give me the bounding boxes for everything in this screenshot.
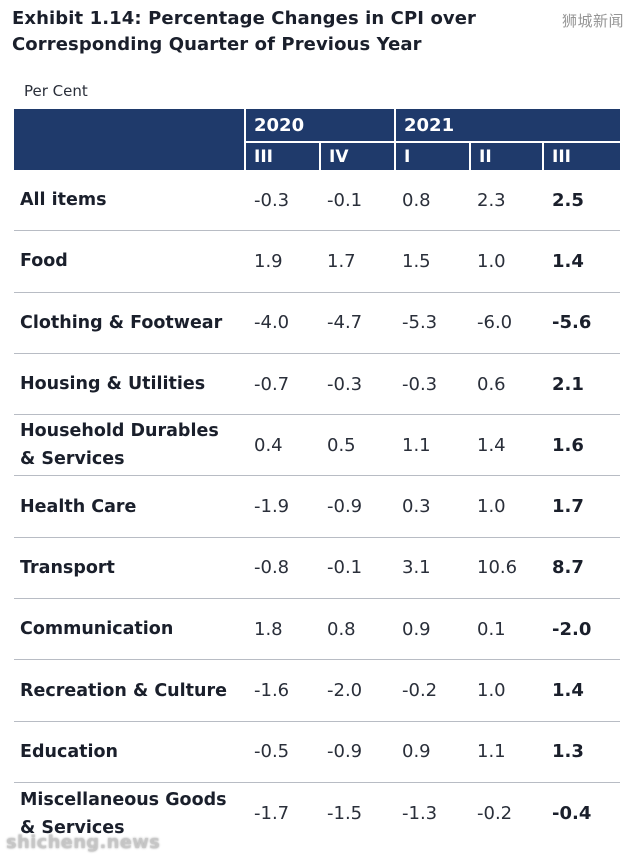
value-cell-latest: 1.4 [552, 680, 584, 702]
value-cell: 0.1 [477, 618, 506, 640]
value-cell-latest: 2.5 [552, 189, 584, 211]
value-cell: 3.1 [402, 557, 431, 579]
quarter-header: III [254, 146, 273, 167]
value-cell: -1.3 [402, 803, 438, 825]
table-row: Communication 1.8 0.8 0.9 0.1 -2.0 [14, 599, 620, 661]
quarter-header: III [552, 146, 571, 167]
value-cell-latest: -2.0 [552, 618, 592, 640]
value-cell: -0.2 [402, 680, 438, 702]
quarter-header: II [479, 146, 492, 167]
table-row: Housing & Utilities -0.7 -0.3 -0.3 0.6 2… [14, 354, 620, 416]
value-cell-latest: 2.1 [552, 373, 584, 395]
value-cell: 0.5 [327, 434, 356, 456]
quarter-header: IV [329, 146, 349, 167]
value-cell: 1.0 [477, 496, 506, 518]
year-header-2020: 2020 [254, 114, 305, 136]
row-label: Household Durables & Services [20, 421, 219, 470]
value-cell: 1.7 [327, 250, 356, 272]
header-divider [246, 141, 620, 143]
table-header: 2020 2021 III IV I II III [14, 109, 620, 170]
value-cell: 1.9 [254, 250, 283, 272]
value-cell: -0.8 [254, 557, 290, 579]
value-cell-latest: 1.4 [552, 250, 584, 272]
row-label: Clothing & Footwear [20, 312, 223, 333]
value-cell: 1.8 [254, 618, 283, 640]
value-cell: 1.0 [477, 680, 506, 702]
value-cell: 10.6 [477, 557, 518, 579]
watermark-top: 狮城新闻 [561, 12, 624, 30]
value-cell: 0.9 [402, 618, 431, 640]
value-cell: 0.4 [254, 434, 283, 456]
value-cell-latest: 8.7 [552, 557, 584, 579]
value-cell: 0.3 [402, 496, 431, 518]
value-cell: -5.3 [402, 312, 438, 334]
value-cell: 0.8 [327, 618, 356, 640]
row-label: All items [20, 190, 107, 211]
value-cell: -0.1 [327, 557, 363, 579]
header-divider [394, 109, 396, 170]
table-row: Clothing & Footwear -4.0 -4.7 -5.3 -6.0 … [14, 293, 620, 354]
exhibit-title: Exhibit 1.14: Percentage Changes in CPI … [12, 8, 477, 55]
year-header-2021: 2021 [404, 114, 455, 136]
table-row: All items -0.3 -0.1 0.8 2.3 2.5 [14, 170, 620, 232]
row-label: Communication [20, 619, 174, 640]
value-cell: 0.9 [402, 741, 431, 763]
value-cell: -1.7 [254, 803, 290, 825]
row-label: Food [20, 251, 68, 272]
row-label: Miscellaneous Goods & Services [20, 789, 227, 838]
value-cell: -1.9 [254, 496, 290, 518]
value-cell-latest: 1.7 [552, 496, 584, 518]
row-label: Recreation & Culture [20, 680, 227, 701]
value-cell: 1.1 [477, 741, 506, 763]
value-cell: 1.0 [477, 250, 506, 272]
value-cell: -0.9 [327, 496, 363, 518]
header-divider [319, 143, 321, 170]
value-cell: 1.5 [402, 250, 431, 272]
header-divider [542, 143, 544, 170]
table-row: Household Durables & Services 0.4 0.5 1.… [14, 415, 620, 477]
value-cell: 0.6 [477, 373, 506, 395]
row-label: Transport [20, 557, 115, 578]
value-cell: 1.1 [402, 434, 431, 456]
value-cell: -6.0 [477, 312, 513, 334]
value-cell-latest: 1.3 [552, 741, 584, 763]
table-row: Education -0.5 -0.9 0.9 1.1 1.3 [14, 722, 620, 783]
value-cell: -0.2 [477, 803, 513, 825]
header-divider [469, 143, 471, 170]
table-body: All items -0.3 -0.1 0.8 2.3 2.5 Food 1.9… [14, 170, 620, 844]
cpi-table: 2020 2021 III IV I II III All items -0.3… [14, 109, 620, 844]
value-cell-latest: -5.6 [552, 312, 592, 334]
watermark-bottom: shicheng.news [6, 832, 161, 853]
table-row: Health Care -1.9 -0.9 0.3 1.0 1.7 [14, 476, 620, 538]
value-cell-latest: -0.4 [552, 803, 592, 825]
value-cell: -0.3 [327, 373, 363, 395]
unit-label: Per Cent [24, 82, 88, 100]
value-cell: -1.6 [254, 680, 290, 702]
row-label: Education [20, 741, 118, 762]
table-row: Transport -0.8 -0.1 3.1 10.6 8.7 [14, 538, 620, 600]
value-cell: -1.5 [327, 803, 363, 825]
value-cell: -0.9 [327, 741, 363, 763]
value-cell: -0.3 [402, 373, 438, 395]
table-row: Food 1.9 1.7 1.5 1.0 1.4 [14, 231, 620, 293]
value-cell: 0.8 [402, 189, 431, 211]
value-cell: -0.7 [254, 373, 290, 395]
table-row: Recreation & Culture -1.6 -2.0 -0.2 1.0 … [14, 660, 620, 722]
value-cell: 2.3 [477, 189, 506, 211]
row-label: Housing & Utilities [20, 374, 206, 395]
value-cell: 1.4 [477, 434, 506, 456]
value-cell: -0.5 [254, 741, 290, 763]
value-cell: -0.3 [254, 189, 290, 211]
value-cell-latest: 1.6 [552, 434, 584, 456]
header-divider [244, 109, 246, 170]
row-label: Health Care [20, 496, 137, 517]
table-row: Miscellaneous Goods & Services -1.7 -1.5… [14, 783, 620, 844]
value-cell: -4.7 [327, 312, 363, 334]
quarter-header: I [404, 146, 411, 167]
value-cell: -2.0 [327, 680, 363, 702]
value-cell: -0.1 [327, 189, 363, 211]
value-cell: -4.0 [254, 312, 290, 334]
